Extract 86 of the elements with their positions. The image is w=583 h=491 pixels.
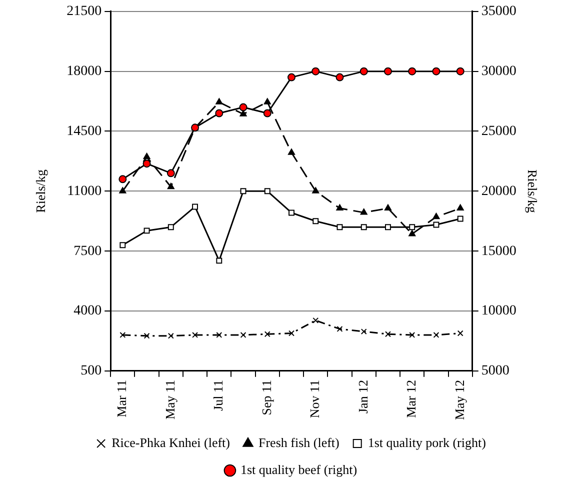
- y2-tick-label: 35000: [481, 4, 516, 20]
- point: [456, 204, 464, 211]
- y-tick-label: 14500: [66, 124, 102, 139]
- x-tick-label: Jan 12: [355, 380, 370, 414]
- y-tick-label: 21500: [66, 4, 102, 20]
- y2-tick-label: 10000: [481, 304, 516, 319]
- point: [142, 160, 151, 168]
- point: [264, 98, 271, 104]
- point: [263, 109, 272, 118]
- x-tick-label: May 12: [452, 380, 467, 420]
- point: [143, 152, 150, 160]
- y-tick-label: 7500: [74, 244, 102, 259]
- y2-tick-label: 30000: [481, 64, 516, 79]
- x-tick-label: Mar 11: [114, 380, 130, 418]
- point: [215, 109, 224, 118]
- point: [433, 332, 440, 338]
- point: [312, 187, 320, 194]
- point: [166, 169, 175, 178]
- point: [457, 216, 464, 222]
- point: [264, 331, 270, 338]
- y2-tick-label: 25000: [481, 124, 516, 139]
- point: [240, 188, 246, 194]
- legend-label: 1st quality beef (right): [240, 462, 358, 477]
- point: [360, 224, 367, 230]
- point: [409, 332, 416, 338]
- point: [144, 228, 150, 234]
- point: [409, 224, 416, 230]
- point: [360, 328, 367, 335]
- point: [432, 67, 440, 76]
- y2-tick-label: 5000: [481, 364, 510, 379]
- point: [216, 258, 222, 264]
- point: [312, 218, 319, 224]
- point: [385, 331, 391, 338]
- y-tick-label: 18000: [66, 64, 102, 79]
- point: [432, 212, 440, 220]
- point: [216, 332, 222, 338]
- legend-label: Rice-Phka Knhei (left): [112, 434, 230, 450]
- point: [384, 67, 392, 76]
- y-tick-label: 500: [80, 364, 102, 379]
- point: [192, 332, 198, 338]
- point: [119, 187, 126, 194]
- point: [336, 204, 344, 211]
- point: [240, 332, 246, 338]
- point: [336, 224, 343, 230]
- point: [312, 67, 320, 76]
- point: [384, 204, 392, 211]
- point: [264, 188, 270, 194]
- y-axis-title: Riels/kg: [33, 168, 48, 213]
- point: [144, 332, 150, 339]
- point: [168, 332, 174, 339]
- legend-label: 1st quality pork (right): [368, 434, 486, 450]
- y2-axis-title: Riels/kg: [524, 169, 540, 214]
- point: [288, 330, 294, 336]
- point: [120, 242, 126, 248]
- point: [288, 73, 296, 82]
- y-tick-label: 11000: [67, 184, 102, 199]
- y-tick-label: 4000: [74, 304, 102, 319]
- point: [167, 182, 174, 190]
- x-tick-label: Mar 12: [404, 380, 419, 418]
- point: [168, 224, 174, 230]
- x-tick-label: Nov 11: [307, 380, 322, 418]
- point: [408, 67, 416, 76]
- x-tick-label: May 11: [162, 380, 178, 420]
- point: [118, 175, 127, 184]
- point: [120, 332, 126, 338]
- point: [288, 210, 294, 216]
- point: [360, 208, 368, 215]
- point: [360, 67, 368, 76]
- x-tick-label: Jul 11: [210, 380, 226, 411]
- y2-tick-label: 20000: [481, 184, 516, 199]
- point: [192, 204, 198, 210]
- point: [312, 317, 319, 324]
- point: [216, 98, 223, 104]
- legend-label: Fresh fish (left): [258, 434, 340, 450]
- point: [240, 110, 247, 116]
- y2-tick-label: 15000: [481, 244, 516, 259]
- point: [288, 148, 296, 155]
- point: [336, 73, 344, 82]
- point: [433, 222, 440, 228]
- point: [239, 103, 248, 112]
- x-tick-label: Sep 11: [258, 380, 274, 416]
- point: [457, 330, 464, 336]
- point: [408, 230, 416, 236]
- point: [336, 326, 343, 332]
- point: [385, 224, 391, 230]
- point: [456, 67, 464, 76]
